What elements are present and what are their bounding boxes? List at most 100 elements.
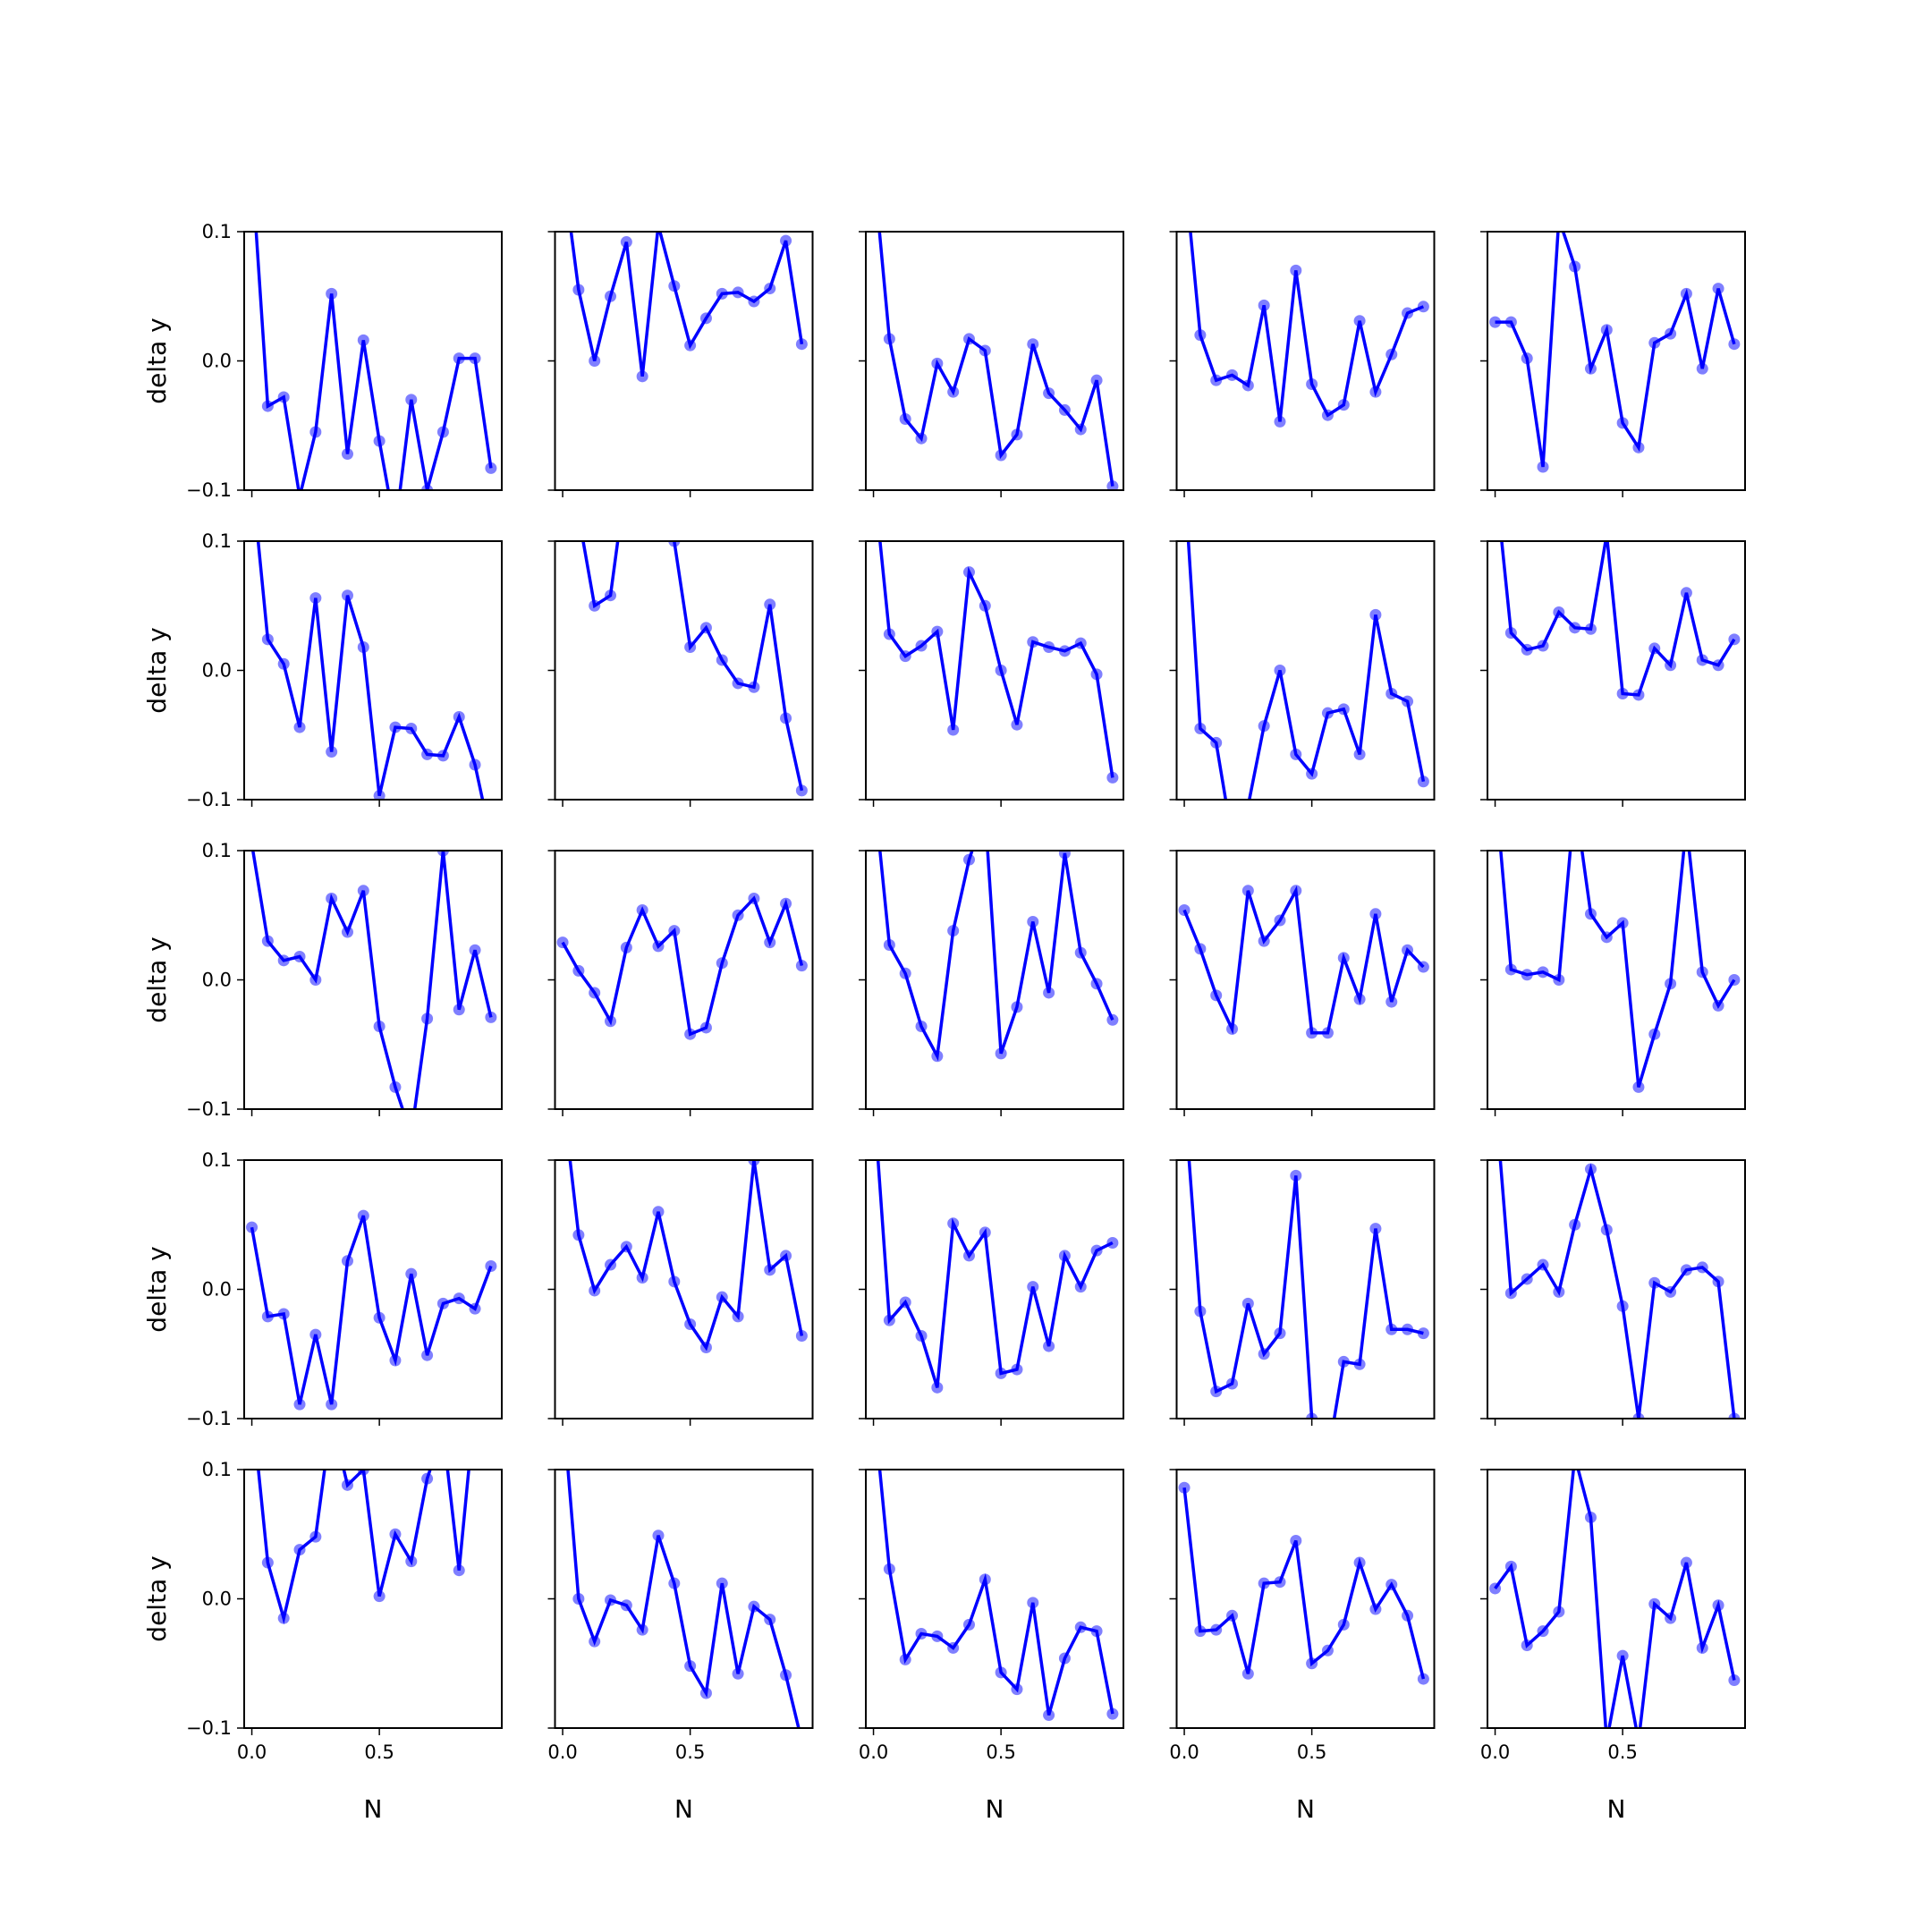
marker (1258, 720, 1270, 733)
marker (1417, 1673, 1429, 1685)
marker (620, 236, 632, 249)
marker (1600, 1224, 1613, 1236)
marker (1632, 1412, 1645, 1419)
y-axis-label: delta y (142, 318, 172, 403)
marker (437, 1425, 449, 1436)
line (569, 232, 804, 377)
marker (1385, 688, 1398, 700)
marker (246, 470, 258, 482)
marker (995, 1666, 1007, 1679)
marker (389, 1528, 402, 1540)
marker (1665, 659, 1677, 672)
subplot (859, 850, 1124, 1116)
plot-area (1489, 780, 1741, 1093)
marker (1584, 1163, 1597, 1175)
marker (636, 1623, 648, 1636)
marker (1210, 374, 1223, 386)
y-tick-label: 0.1 (202, 1459, 232, 1480)
marker (1521, 969, 1533, 981)
marker (1665, 1612, 1677, 1624)
line (878, 851, 1114, 1062)
marker (962, 566, 975, 579)
marker (684, 1028, 697, 1040)
marker (1226, 833, 1238, 844)
marker (1385, 996, 1398, 1008)
marker (1584, 362, 1597, 375)
marker (716, 957, 728, 970)
marker (780, 234, 792, 247)
marker (1274, 665, 1286, 676)
marker (1178, 1481, 1191, 1494)
x-tick-label: 0.0 (237, 1741, 267, 1763)
marker (1489, 780, 1501, 792)
marker (309, 974, 322, 986)
marker (1553, 974, 1565, 986)
marker (748, 892, 760, 904)
marker (357, 334, 369, 346)
marker (309, 1328, 322, 1341)
marker (899, 413, 911, 426)
marker (1728, 1412, 1741, 1419)
subplot (859, 231, 1124, 497)
marker (1521, 1273, 1533, 1285)
marker (995, 1047, 1007, 1060)
marker (1402, 944, 1414, 956)
marker (995, 1367, 1007, 1379)
marker (421, 1472, 434, 1485)
subplot (859, 540, 1124, 807)
marker (764, 1614, 776, 1626)
marker (1712, 1599, 1724, 1612)
marker (1178, 903, 1191, 916)
marker (1569, 260, 1581, 273)
marker (1226, 1022, 1239, 1035)
line (1494, 1470, 1736, 1728)
marker (883, 1563, 895, 1575)
marker (636, 903, 648, 916)
marker (652, 219, 664, 231)
x-axis-label: N (986, 1794, 1004, 1824)
marker (1402, 1609, 1414, 1622)
plot-area (1189, 232, 1429, 428)
marker (485, 462, 497, 474)
marker (995, 449, 1007, 462)
y-tick-label: −0.1 (186, 789, 232, 810)
marker (589, 1284, 601, 1297)
marker (1504, 627, 1517, 640)
marker (1306, 1027, 1318, 1039)
axes-frame (1175, 540, 1436, 801)
plot-area (1187, 1160, 1429, 1419)
plot-area (246, 1209, 497, 1411)
marker (421, 1349, 434, 1361)
marker (1337, 952, 1350, 964)
marker (589, 1635, 601, 1648)
marker (277, 1612, 290, 1624)
marker (716, 654, 728, 666)
marker (684, 1318, 697, 1331)
marker (453, 1564, 465, 1577)
line (1186, 541, 1426, 800)
marker (1258, 299, 1270, 311)
marker (309, 1530, 322, 1543)
y-tick-label: −0.1 (186, 1717, 232, 1739)
marker (1226, 1609, 1239, 1622)
marker (795, 960, 808, 972)
marker (1353, 1358, 1366, 1370)
marker (605, 1015, 617, 1028)
marker (1616, 1649, 1629, 1662)
marker (668, 1577, 681, 1589)
plot-area (1178, 1481, 1429, 1685)
marker (293, 1544, 306, 1556)
marker (357, 640, 369, 653)
marker (1058, 1652, 1071, 1665)
marker (1290, 1169, 1302, 1182)
plot-area (1489, 1470, 1741, 1728)
marker (1321, 1027, 1334, 1039)
marker (1369, 1603, 1382, 1615)
marker (1696, 966, 1708, 979)
marker (1011, 1683, 1023, 1696)
line (256, 541, 485, 800)
marker (1106, 1236, 1119, 1249)
subplot: −0.1 0.0 0.1 delta y (142, 840, 503, 1120)
marker (962, 853, 975, 866)
